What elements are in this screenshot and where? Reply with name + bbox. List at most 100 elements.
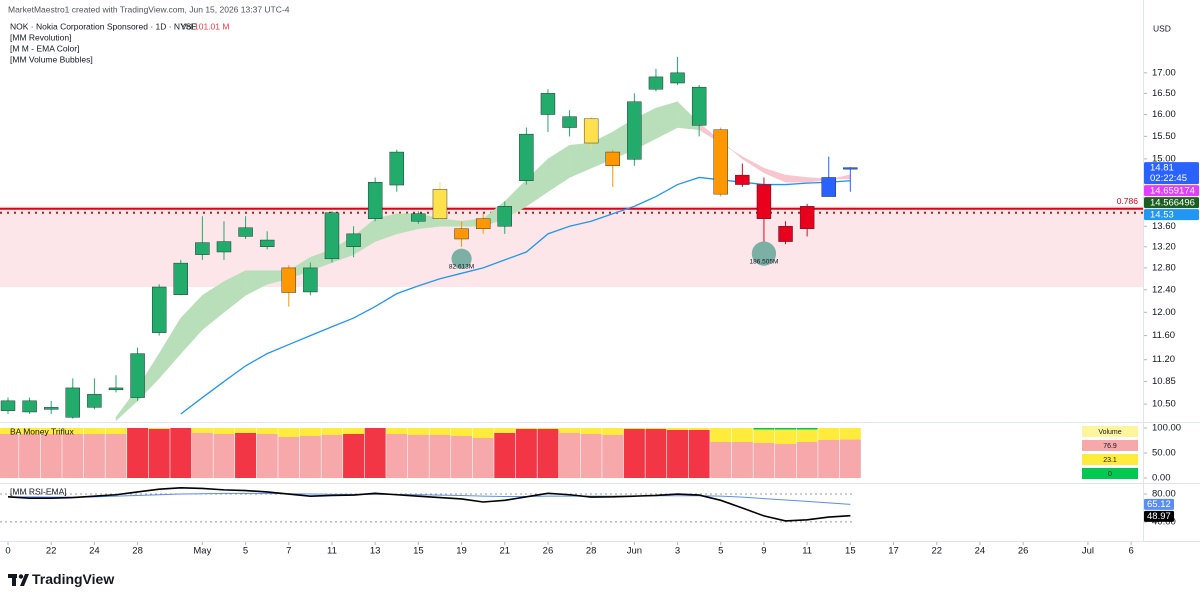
bar-segment (19, 434, 41, 478)
y-tick-label: 11.60 (1152, 330, 1175, 341)
readout-value: 76.9 (1103, 443, 1117, 450)
bar-segment (753, 443, 775, 478)
bubble-label: 186.505M (749, 258, 778, 265)
x-tick-label: May (193, 546, 211, 557)
bar-segment (753, 429, 775, 443)
candle-body (799, 206, 815, 229)
bar-segment (83, 434, 105, 478)
candle-body (43, 407, 59, 410)
bar-segment (580, 434, 602, 478)
x-tick-label: 28 (132, 546, 143, 557)
bar-segment (710, 442, 732, 478)
bar-segment (688, 428, 710, 430)
bar-segment (429, 435, 451, 478)
value-badge-label: 65.12 (1147, 499, 1171, 510)
candle-body (648, 76, 664, 90)
x-tick-label: 13 (370, 546, 381, 557)
y-tick-label: 10.85 (1152, 376, 1176, 387)
bar-segment (0, 428, 19, 434)
bar-segment (343, 434, 365, 478)
bar-segment (472, 428, 494, 438)
x-tick-label: 15 (413, 546, 424, 557)
bar-segment (256, 434, 278, 478)
bar-segment (775, 429, 797, 444)
x-tick-label: 15 (845, 546, 856, 557)
price-badge (1144, 162, 1199, 185)
indicator-line (7, 486, 851, 522)
bar-segment (667, 430, 689, 478)
x-tick-label: 9 (761, 546, 766, 557)
countdown: 02:22:45 (1150, 173, 1187, 184)
bar-segment (278, 428, 300, 437)
bar-segment (343, 428, 365, 434)
bar-segment (580, 428, 602, 434)
bar-segment (451, 428, 473, 436)
bar-segment (364, 428, 386, 478)
logo-shape (20, 574, 29, 586)
readout-value: 0 (1108, 471, 1112, 478)
bar-segment (818, 428, 840, 440)
indicator-label: [MM Volume Bubbles] (10, 54, 93, 64)
candle-body (821, 177, 836, 197)
candle-body (411, 213, 426, 222)
bar-segment (645, 428, 667, 429)
value-badge (1144, 510, 1174, 522)
candle-body (756, 184, 772, 219)
bar-segment (40, 434, 62, 478)
bar-segment (429, 428, 451, 435)
bar-segment (839, 428, 861, 440)
bar-segment (623, 429, 645, 478)
bar-segment (407, 428, 429, 435)
candle-body (562, 116, 577, 128)
y-tick-label: 50.00 (1152, 448, 1176, 459)
bar-segment (775, 444, 797, 478)
candle-body (281, 267, 296, 293)
indicator-label: [MM Revolution] (10, 32, 71, 42)
x-tick-label: 17 (888, 546, 899, 557)
candle-body (497, 206, 512, 227)
back-layer (0, 206, 1143, 523)
bar-segment (256, 428, 278, 434)
y-tick-label: 15.50 (1152, 131, 1176, 142)
readout-title: Volume (1098, 429, 1121, 436)
bar-segment (191, 428, 213, 433)
bar-segment (796, 429, 818, 442)
bar-segment (213, 434, 235, 478)
volume-bubble (751, 241, 777, 266)
bar-segment (451, 436, 473, 478)
bar-segment (127, 428, 149, 478)
x-tick-label: 19 (456, 546, 467, 557)
candle-body (519, 133, 534, 181)
bar-segment (299, 428, 321, 436)
x-tick-label: 0 (5, 546, 10, 557)
bar-segment (407, 435, 429, 478)
indicator-label: [M M - EMA Color] (10, 43, 79, 53)
y-tick-label: 13.20 (1152, 241, 1176, 252)
readout-cell (1082, 468, 1138, 479)
value-badge (1144, 498, 1174, 510)
price-badge-label: 14.81 (1150, 162, 1174, 173)
x-tick-label: 5 (718, 546, 723, 557)
candle-body (130, 353, 145, 398)
x-tick-label: 22 (931, 546, 942, 557)
price-badge (1144, 209, 1199, 221)
y-tick-label: 40.00 (1152, 516, 1176, 527)
candle-body (173, 262, 188, 295)
y-tick-label: 11.20 (1152, 354, 1175, 365)
candle-body (475, 218, 491, 229)
volume-label: Vol (181, 21, 193, 31)
price-badge-label: 14.659174 (1150, 185, 1195, 196)
x-tick-label: Jul (1082, 546, 1094, 557)
brand: TradingView (32, 571, 114, 587)
bar-segment (602, 435, 624, 478)
bar-segment (796, 428, 818, 430)
bar-segment (839, 439, 861, 478)
y-tick-label: 10.50 (1152, 399, 1176, 410)
candle-body (259, 239, 275, 247)
candle-body (583, 118, 599, 144)
bar-segment (62, 428, 84, 434)
y-tick-label: 15.00 (1152, 153, 1176, 164)
price-badge (1144, 197, 1199, 209)
